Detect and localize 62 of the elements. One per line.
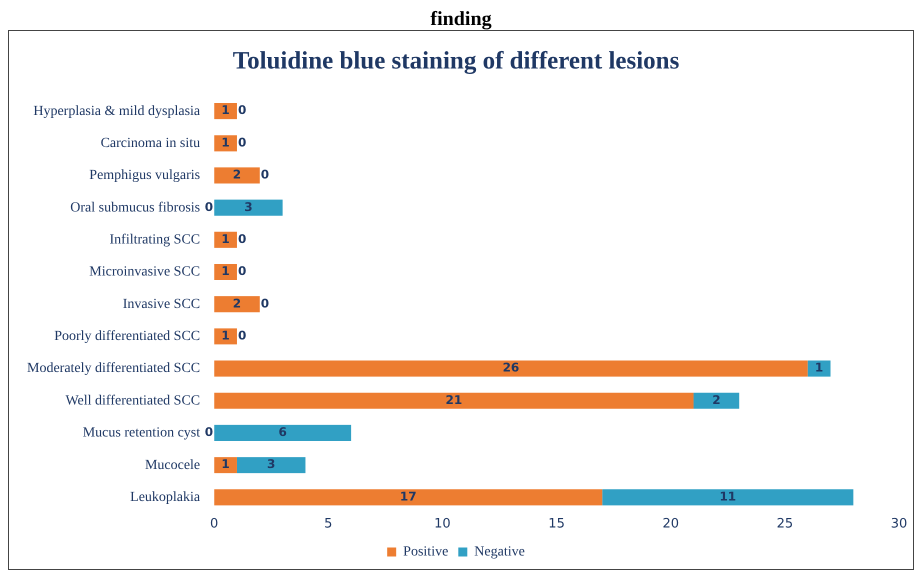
bar bbox=[214, 135, 237, 152]
data-label: 1 bbox=[221, 135, 230, 150]
bar bbox=[214, 167, 260, 184]
x-tick-label: 30 bbox=[890, 516, 908, 532]
data-label: 6 bbox=[278, 425, 287, 440]
y-tick-label: Hyperplasia & mild dysplasia bbox=[33, 104, 201, 119]
data-label: 3 bbox=[267, 457, 276, 472]
legend-label: Positive bbox=[403, 544, 448, 560]
data-label: 0 bbox=[238, 264, 246, 278]
data-label: 11 bbox=[719, 489, 736, 504]
bar bbox=[602, 489, 854, 506]
data-label: 1 bbox=[221, 328, 230, 343]
bar bbox=[214, 489, 602, 506]
data-label: 1 bbox=[221, 232, 230, 246]
data-label: 2 bbox=[232, 168, 242, 182]
text: finding bbox=[429, 8, 493, 30]
data-label: 0 bbox=[238, 328, 246, 343]
bar bbox=[214, 424, 352, 441]
y-tick-label: Pemphigus vulgaris bbox=[89, 168, 200, 184]
x-tick-label: 25 bbox=[776, 516, 794, 532]
x-tick-label: 10 bbox=[434, 516, 451, 532]
x-tick-label: 15 bbox=[548, 516, 565, 532]
bar bbox=[694, 392, 740, 409]
bar bbox=[214, 392, 694, 409]
y-tick-label: Well differentiated SCC bbox=[65, 393, 200, 408]
data-label: 0 bbox=[238, 103, 246, 118]
data-label: 1 bbox=[221, 457, 230, 472]
bar bbox=[236, 457, 306, 474]
bar bbox=[808, 360, 831, 377]
x-tick-label: 0 bbox=[210, 516, 218, 532]
data-label: 1 bbox=[814, 360, 824, 375]
bar bbox=[214, 360, 808, 377]
y-tick-label: Mucus retention cyst bbox=[82, 426, 200, 441]
annotation: 0 bbox=[204, 425, 214, 440]
chart-title: Toluidine blue staining of different lesions bbox=[232, 47, 680, 74]
bar bbox=[214, 200, 283, 216]
y-tick-label: Invasive SCC bbox=[122, 296, 200, 312]
data-label: 3 bbox=[244, 200, 253, 214]
y-tick-label: Oral submucus fibrosis bbox=[70, 200, 200, 216]
data-label: 0 bbox=[260, 296, 270, 310]
y-tick-label: Leukoplakia bbox=[130, 490, 201, 505]
y-tick-label: Infiltrating SCC bbox=[110, 232, 200, 248]
y-tick-label: Poorly differentiated SCC bbox=[54, 329, 200, 344]
y-tick-label: Microinvasive SCC bbox=[89, 264, 200, 280]
data-label: 0 bbox=[260, 168, 270, 182]
data-label: 1 bbox=[221, 264, 230, 278]
data-label: 1 bbox=[221, 103, 230, 118]
data-label: 26 bbox=[502, 360, 520, 375]
data-label: 0 bbox=[238, 232, 246, 246]
y-tick-label: Moderately differentiated SCC bbox=[27, 361, 200, 376]
x-tick-label: 20 bbox=[662, 516, 679, 532]
data-label: 2 bbox=[712, 392, 721, 407]
legend-label: Negative bbox=[474, 544, 525, 560]
y-tick-label: Mucocele bbox=[144, 458, 200, 473]
data-label: 0 bbox=[238, 135, 246, 150]
data-label: 2 bbox=[232, 296, 242, 310]
data-label: 21 bbox=[445, 392, 462, 407]
annotation: 0 bbox=[204, 200, 214, 214]
data-label: 17 bbox=[400, 489, 417, 504]
y-tick-label: Carcinoma in situ bbox=[100, 136, 200, 151]
bar bbox=[214, 296, 260, 312]
x-tick-label: 5 bbox=[324, 516, 332, 532]
